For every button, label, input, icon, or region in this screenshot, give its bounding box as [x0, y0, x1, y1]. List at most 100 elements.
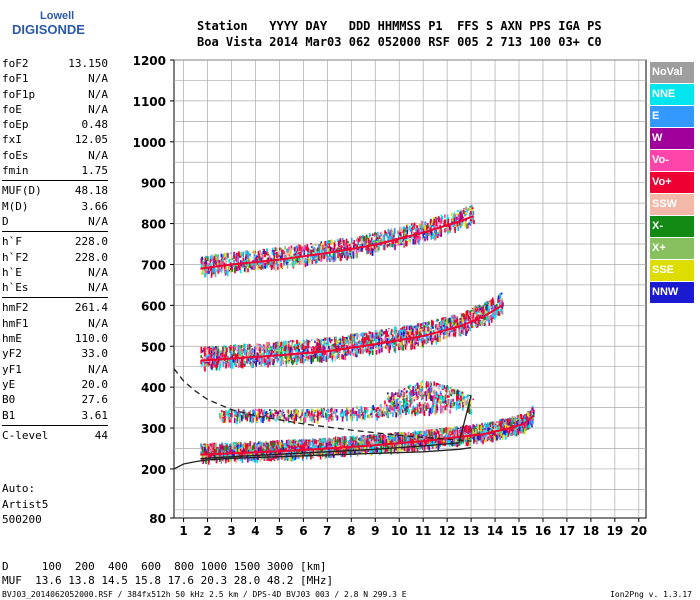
echo-point — [478, 426, 480, 431]
echo-point — [506, 418, 509, 424]
echo-point — [394, 332, 397, 335]
echo-point — [362, 345, 364, 349]
echo-point — [377, 332, 380, 335]
echo-point — [253, 354, 255, 357]
echo-point — [469, 432, 471, 435]
echo-point — [257, 456, 259, 460]
echo-point — [305, 348, 308, 352]
echo-point — [265, 358, 268, 363]
echo-point — [294, 450, 297, 455]
echo-point — [226, 443, 229, 447]
echo-point — [432, 330, 435, 333]
echo-point — [224, 449, 227, 455]
echo-point — [234, 353, 237, 357]
echo-point — [457, 434, 459, 437]
echo-point — [269, 452, 272, 454]
echo-point — [444, 321, 447, 327]
echo-point — [403, 326, 406, 329]
echo-point — [351, 343, 353, 349]
echo-point — [459, 318, 461, 321]
echo-point — [500, 430, 503, 437]
echo-point — [453, 321, 456, 325]
echo-point — [334, 355, 337, 362]
echo-point — [337, 341, 339, 344]
echo-point — [299, 341, 301, 348]
echo-point — [361, 342, 364, 345]
echo-point — [303, 339, 305, 345]
echo-point — [349, 439, 351, 445]
echo-point — [456, 318, 459, 322]
echo-point — [454, 436, 457, 441]
echo-point — [385, 436, 388, 439]
echo-point — [290, 344, 293, 347]
echo-point — [530, 419, 533, 424]
echo-point — [277, 351, 280, 355]
echo-point — [279, 450, 282, 456]
echo-point — [212, 446, 214, 451]
echo-point — [473, 426, 476, 433]
echo-point — [324, 350, 326, 356]
y-tick-label: 1200 — [133, 54, 166, 68]
echo-point — [335, 350, 337, 353]
echo-point — [232, 353, 235, 357]
echo-point — [323, 438, 326, 443]
echo-point — [371, 350, 374, 356]
echo-point — [524, 428, 526, 435]
echo-point — [345, 448, 347, 455]
echo-point — [235, 441, 237, 446]
echo-point — [413, 333, 416, 337]
echo-point — [222, 445, 225, 451]
echo-point — [284, 340, 287, 345]
echo-point — [349, 345, 351, 348]
echo-point — [417, 342, 419, 346]
echo-point — [454, 433, 457, 439]
echo-point — [385, 334, 387, 337]
echo-point — [349, 435, 352, 442]
echo-point — [219, 362, 221, 368]
echo-point — [285, 360, 287, 364]
echo-point — [275, 348, 277, 352]
echo-point — [424, 322, 427, 327]
echo-point — [251, 348, 254, 350]
echo-point — [213, 360, 216, 365]
echo-point — [310, 450, 313, 453]
echo-point — [382, 339, 384, 344]
echo-point — [471, 437, 474, 439]
echo-point — [437, 436, 440, 439]
echo-point — [237, 442, 240, 444]
echo-point — [258, 360, 261, 365]
echo-point — [221, 442, 223, 445]
echo-point — [288, 347, 290, 354]
echo-point — [309, 441, 311, 447]
echo-point — [417, 430, 419, 434]
echo-point — [221, 456, 223, 461]
echo-point — [350, 436, 353, 443]
echo-point — [323, 354, 325, 361]
echo-point — [481, 436, 484, 441]
echo-point — [297, 358, 299, 362]
echo-point — [398, 344, 400, 351]
echo-point — [294, 346, 296, 351]
echo-point — [402, 432, 404, 435]
echo-point — [224, 361, 226, 364]
x-tick-label: 8 — [347, 524, 355, 538]
y-tick-label: 80 — [149, 512, 166, 526]
x-tick-label: 4 — [251, 524, 259, 538]
echo-point — [210, 443, 213, 448]
echo-point — [276, 440, 279, 443]
echo-point — [482, 427, 484, 430]
echo-point — [410, 433, 412, 437]
echo-point — [340, 443, 343, 446]
echo-point — [236, 349, 239, 352]
echo-point — [425, 430, 428, 436]
echo-point — [207, 364, 209, 368]
echo-point — [471, 308, 474, 310]
echo-point — [351, 443, 353, 447]
echo-point — [259, 445, 261, 453]
echo-point — [410, 435, 412, 439]
echo-point — [394, 335, 397, 342]
echo-point — [299, 358, 302, 364]
echo-point — [206, 357, 209, 359]
echo-point — [213, 352, 216, 357]
echo-point — [235, 457, 237, 464]
